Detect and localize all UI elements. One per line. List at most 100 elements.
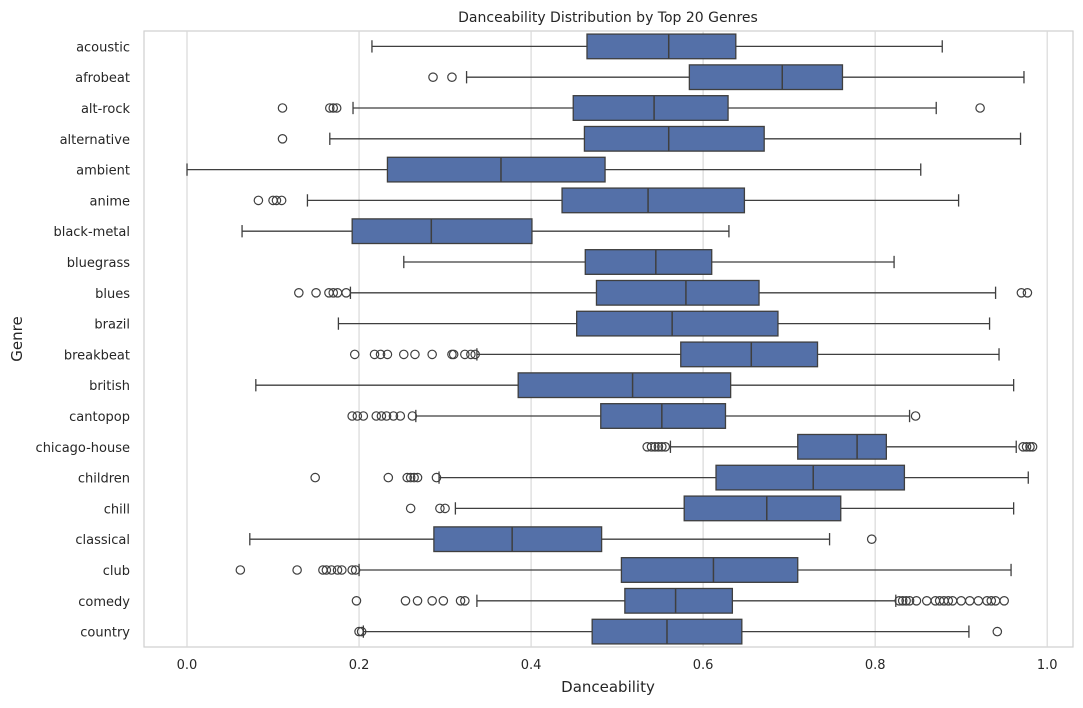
outlier-point [431,472,442,483]
y-tick-label: blues [95,287,130,302]
box-alternative [277,125,1022,152]
iqr-box [715,464,906,491]
iqr-box [624,587,734,614]
outlier-point [253,195,264,206]
box-breakbeat [349,341,1000,368]
box-brazil [337,310,991,337]
outlier-point [381,411,392,421]
outlier-point [332,565,343,575]
outlier-point [910,411,921,421]
box-acoustic [371,33,943,60]
outlier-point [347,411,357,421]
outlier-point [324,103,335,113]
iqr-box [595,279,760,306]
iqr-box [517,372,732,399]
y-tick-label: club [103,564,130,579]
outlier-point [642,441,653,452]
outlier-point [866,534,877,544]
outlier-point [354,626,364,637]
outlier-point [943,595,954,606]
y-tick-label: breakbeat [64,348,130,363]
y-axis: acoustic afrobeat alt-rock alternative ambie… [36,40,131,640]
outlier-point [347,565,357,575]
outlier-point [428,72,438,82]
x-axis: 0.0 0.2 0.4 0.6 0.8 1.0 [177,658,1058,673]
outlier-point [657,441,667,452]
y-tick-label: country [80,626,130,641]
iqr-box [797,433,887,460]
x-tick-label: 0.4 [521,658,542,673]
outlier-point [400,595,411,606]
outlier-point [427,349,437,360]
y-tick-label: cantopop [69,410,130,425]
outlier-point [470,349,480,360]
y-tick-label: brazil [94,318,130,333]
y-tick-label: classical [75,533,130,548]
outlier-point [447,72,457,82]
y-tick-label: afrobeat [75,71,130,86]
box-cantopop [347,403,921,429]
iqr-box [561,187,746,214]
outlier-point [294,287,304,298]
outlier-point [402,472,413,483]
iqr-box [572,95,729,121]
outlier-point [894,595,905,606]
outlier-point [388,411,399,421]
outlier-point [460,349,470,360]
outlier-point [1022,287,1033,298]
chart-title: Danceability Distribution by Top 20 Genr… [458,10,758,26]
outlier-point [310,472,320,483]
boxes-layer [186,33,1038,645]
outlier-point [999,595,1009,606]
x-tick-label: 0.6 [693,658,714,673]
x-tick-label: 1.0 [1037,658,1058,673]
outlier-point [466,349,476,360]
y-tick-label: children [78,472,130,487]
box-bluegrass [403,249,895,275]
iqr-box [683,495,842,522]
outlier-point [1016,287,1027,298]
outlier-point [395,411,406,421]
outlier-point [660,441,671,452]
outlier-point [911,595,922,606]
outlier-point [646,441,657,452]
outlier-point [1027,441,1038,452]
outlier-point [311,287,321,298]
outlier-point [448,349,459,360]
outlier-point [992,626,1003,637]
iqr-box [586,33,737,60]
y-tick-label: chicago-house [36,441,130,456]
box-children [310,464,1029,491]
outlier-point [460,595,470,606]
outlier-point [435,503,445,514]
outlier-point [369,349,380,360]
outlier-point [412,472,423,483]
box-alt-rock [277,95,985,121]
outlier-point [410,349,420,360]
box-blues [294,279,1033,306]
box-chicago-house [642,433,1038,460]
y-tick-label: bluegrass [67,256,130,271]
box-chill [405,495,1015,522]
outlier-point [904,595,915,606]
y-axis-label: Genre [8,316,26,361]
outlier-point [358,411,369,421]
iqr-box [688,64,844,91]
outlier-point [326,565,337,575]
y-tick-label: british [89,379,130,394]
outlier-point [1025,441,1035,452]
outlier-point [405,472,416,483]
box-afrobeat [428,64,1025,91]
outlier-point [440,503,450,514]
outlier-point [341,287,351,298]
box-british [255,372,1015,399]
box-comedy [351,587,1009,614]
x-tick-label: 0.2 [349,658,370,673]
outlier-point [328,287,339,298]
iqr-box [433,526,603,553]
y-tick-label: ambient [76,164,130,179]
outlier-point [292,565,302,575]
box-club [235,557,1012,583]
